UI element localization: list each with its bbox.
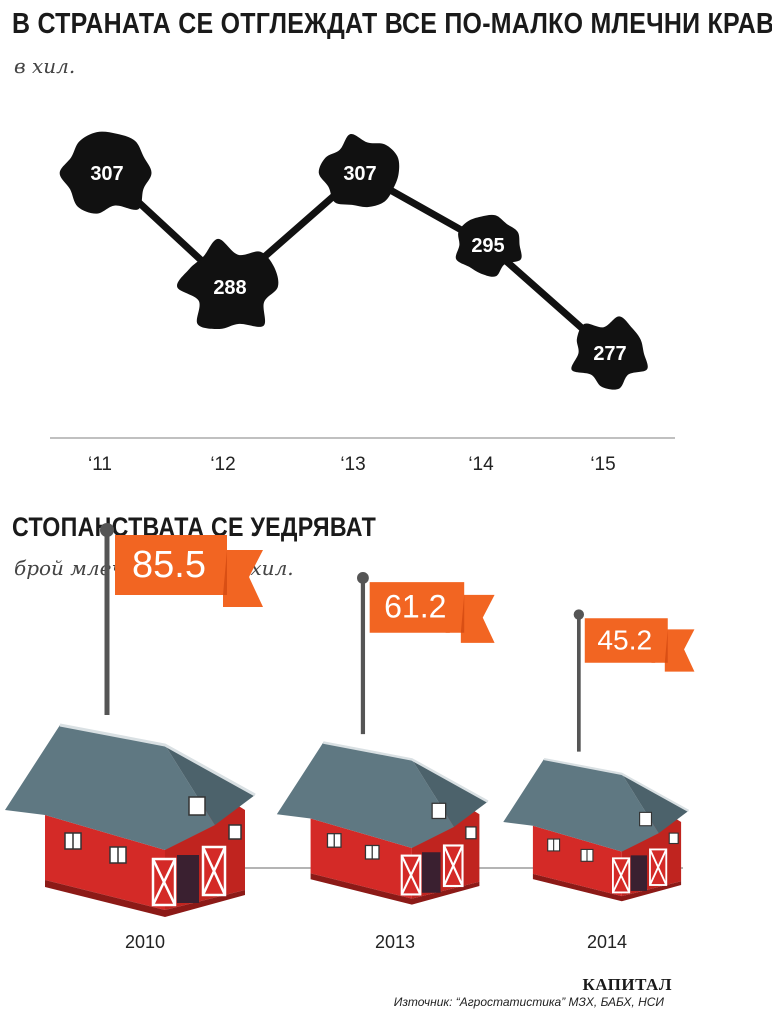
cows-chart-title: В СТРАНАТА СЕ ОТГЛЕЖДАТ ВСЕ ПО-МАЛКО МЛЕ… <box>12 8 772 40</box>
data-point-blob <box>571 316 648 390</box>
barn-loft-window <box>431 802 447 820</box>
year-label: 2013 <box>375 932 415 952</box>
barn-roof <box>503 759 659 852</box>
data-point-blob <box>59 131 152 214</box>
year-label: 2010 <box>125 932 165 952</box>
barn-door-cross <box>400 855 422 895</box>
barn-window <box>668 832 679 845</box>
x-tick-label: ‘13 <box>340 454 365 475</box>
x-tick-label: ‘15 <box>590 454 615 475</box>
barn-door-cross <box>612 857 631 893</box>
barn-roof <box>276 742 455 849</box>
cows-line-chart: 307 288 307 295 277 ‘11 ‘12 ‘13 ‘14 ‘15 <box>50 131 675 475</box>
barn-window <box>465 826 477 840</box>
barn-roof-edge <box>59 723 256 797</box>
flag-pole-knob <box>357 572 369 584</box>
barn: 85.5 <box>5 523 263 917</box>
barn-base <box>45 880 245 917</box>
barn-window <box>228 824 242 840</box>
barn: 61.2 <box>276 572 495 905</box>
barn: 45.2 <box>503 609 695 902</box>
data-label: 295 <box>471 235 504 257</box>
barn-roof-gable <box>621 773 689 834</box>
barn-door-cross <box>201 846 227 896</box>
barn-roof-gable <box>411 759 488 827</box>
brand-logo: КАПИТАЛ <box>582 975 672 994</box>
flag-pole-knob <box>100 523 114 537</box>
barn-loft-window <box>639 811 653 827</box>
flag-value-label: 61.2 <box>384 589 446 625</box>
barn-roof <box>5 725 215 850</box>
barn-door-cross <box>151 858 177 906</box>
barn-roof-gable <box>165 745 255 825</box>
flag-value-label: 85.5 <box>132 544 206 586</box>
barn-door-opening <box>422 852 441 893</box>
data-label: 307 <box>343 163 376 185</box>
flag-pole-knob <box>573 609 585 620</box>
barn-base <box>532 873 682 902</box>
data-point-blob <box>318 133 400 208</box>
barn-door-cross <box>442 845 464 887</box>
data-label: 288 <box>213 277 246 299</box>
barn-door-opening <box>630 855 648 891</box>
data-label: 277 <box>593 343 626 365</box>
barn-roof-edge <box>543 757 690 812</box>
barn-loft-window <box>188 796 206 816</box>
x-tick-label: ‘12 <box>210 454 235 475</box>
barn-roof-edge <box>323 741 489 803</box>
flag-value-label: 45.2 <box>597 624 652 655</box>
barn-door-cross <box>649 849 668 886</box>
year-label: 2014 <box>587 932 627 952</box>
source-note: Източник: “Агростатистика” МЗХ, БАБХ, НС… <box>393 995 664 1009</box>
data-point-blob <box>177 238 279 330</box>
x-tick-label: ‘11 <box>88 454 112 475</box>
barn-base <box>310 873 480 905</box>
flag-shadow <box>223 550 227 595</box>
x-tick-label: ‘14 <box>468 454 494 475</box>
data-label: 307 <box>90 163 123 185</box>
barn-door-opening <box>177 855 199 903</box>
data-point-blob <box>455 214 522 277</box>
cows-chart-subtitle: в хил. <box>14 54 76 78</box>
